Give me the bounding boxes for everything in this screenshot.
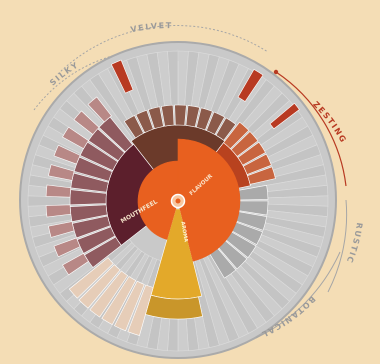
- mouthfeel-outer-tick: [45, 204, 72, 218]
- top-brown-subsegment: [160, 104, 175, 127]
- aroma-outer-segment: [145, 294, 203, 320]
- rustic-label: RUSTIC: [344, 222, 364, 265]
- lower-pale-segment: [78, 264, 121, 309]
- zesting-accent-bar: [237, 68, 264, 102]
- flavour-core-segment: [177, 138, 241, 262]
- mouthfeel-subsegment: [98, 116, 134, 153]
- velvet-label: VELVET: [130, 21, 173, 34]
- mouthfeel-outer-tick: [62, 252, 89, 276]
- botanical-arc-line: [255, 251, 341, 339]
- center-dot-icon: [175, 198, 181, 204]
- aroma-label: AROMA: [179, 221, 189, 243]
- top-brown-subsegment: [185, 105, 200, 128]
- top-brown-subsegment: [135, 109, 154, 134]
- zesting-subsegment: [237, 141, 266, 166]
- lower-pale-segment: [101, 276, 137, 326]
- zesting-subsegment: [230, 131, 259, 157]
- mouthfeel-subsegment: [70, 172, 109, 193]
- mouthfeel-outer-tick: [53, 237, 81, 258]
- zesting-subsegment: [223, 121, 250, 150]
- top-brown-subsegment: [196, 107, 213, 131]
- top-brown-subsegment: [206, 111, 225, 135]
- zesting-subsegment: [242, 153, 272, 175]
- top-brown-subsegment: [123, 115, 144, 139]
- mouthfeel-outer-tick: [62, 126, 89, 150]
- flavour-core-segment: [137, 160, 179, 240]
- mouthfeel-subsegment: [76, 226, 116, 254]
- mouthfeel-subsegment: [69, 204, 108, 222]
- velvet-arc-line: [57, 25, 269, 75]
- mouthfeel-subsegment: [79, 141, 119, 171]
- mouthfeel-outer-tick: [48, 221, 75, 238]
- top-brown-subsegment: [147, 106, 164, 130]
- lower-pale-segment: [68, 257, 114, 299]
- mouthfeel-subsegment: [72, 215, 111, 239]
- lower-pale-segment: [127, 284, 154, 336]
- zesting-subsegment: [247, 166, 276, 185]
- mouthfeel-subsegment: [88, 128, 125, 162]
- top-brown-subsegment: [215, 117, 237, 141]
- mouthfeel-subsegment: [84, 236, 122, 268]
- rustic-arc-line: [327, 199, 348, 293]
- wheel-outer-rim: [19, 41, 337, 359]
- mouthfeel-outer-tick: [48, 164, 75, 181]
- lower-pale-segment: [114, 280, 145, 332]
- mouthfeel-subsegment: [73, 156, 113, 182]
- velvet-accent-bar: [110, 59, 134, 94]
- zesting-arc-dot: [273, 69, 279, 75]
- mouthfeel-outer-tick: [73, 110, 100, 135]
- lower-pale-segment: [89, 270, 129, 318]
- zesting-accent-bar: [269, 102, 300, 130]
- zesting-arc-line: [275, 71, 347, 187]
- top-brown-subsegment: [174, 104, 187, 126]
- silky-arc-line: [33, 55, 113, 111]
- mouthfeel-outer-tick: [45, 184, 72, 198]
- mouthfeel-subsegment: [69, 189, 107, 206]
- mouthfeel-outer-tick: [87, 96, 112, 123]
- mouthfeel-outer-tick: [53, 144, 81, 165]
